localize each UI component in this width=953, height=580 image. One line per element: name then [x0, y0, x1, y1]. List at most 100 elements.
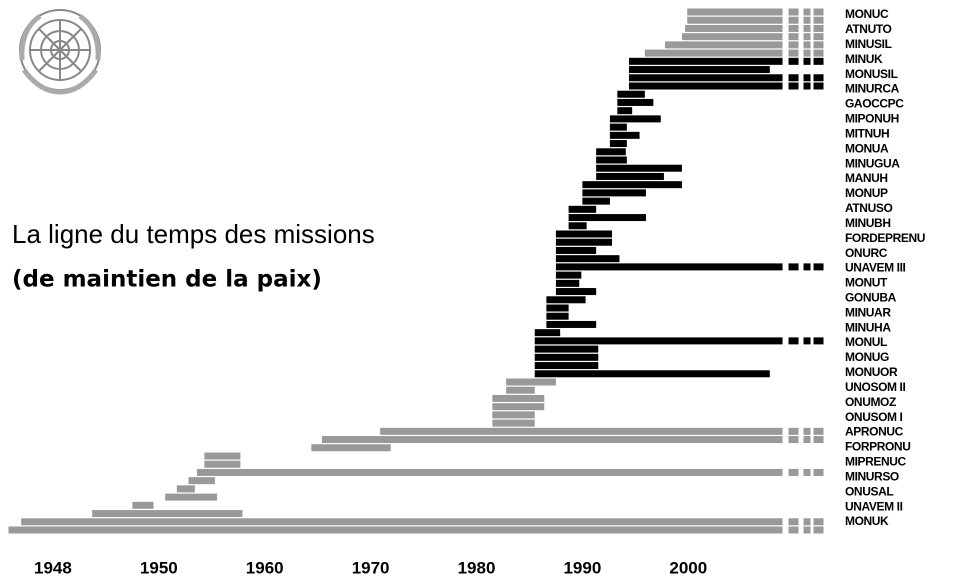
mission-label: ONUSAL: [845, 484, 893, 498]
bar: [380, 427, 783, 435]
bar: [555, 255, 620, 263]
ongoing-dash: [813, 24, 824, 32]
bar: [555, 246, 597, 254]
mission-label: MINUSIL: [845, 37, 892, 51]
bar: [596, 172, 664, 180]
ongoing-dash: [813, 16, 824, 24]
bar: [617, 107, 633, 115]
ongoing-dash: [788, 16, 799, 24]
ongoing-dash: [803, 526, 811, 534]
mission-label: MITNUH: [845, 126, 889, 140]
ongoing-dash: [788, 57, 799, 65]
ongoing-dash: [813, 436, 824, 444]
ongoing-dash: [788, 41, 799, 49]
bar: [311, 444, 391, 452]
ongoing-dash: [788, 74, 799, 82]
ongoing-dash: [803, 468, 811, 476]
bar: [687, 16, 783, 24]
ongoing-dash: [803, 436, 811, 444]
x-tick-label: 2000: [669, 558, 707, 577]
x-tick-label: 1948: [34, 558, 72, 577]
mission-label: APRONUC: [845, 425, 904, 439]
ongoing-dash: [813, 74, 824, 82]
ongoing-dash: [803, 74, 811, 82]
bar: [204, 460, 241, 468]
bar: [8, 526, 783, 534]
bar: [534, 345, 599, 353]
bar: [546, 304, 569, 312]
ongoing-dash: [788, 24, 799, 32]
x-tick-label: 1980: [458, 558, 496, 577]
mission-label: GONUBA: [845, 290, 897, 304]
bar: [546, 312, 569, 320]
ongoing-dash: [788, 526, 799, 534]
bar: [506, 378, 556, 386]
mission-label: FORPRONU: [845, 440, 910, 454]
bar: [628, 74, 783, 82]
mission-label: ONUSOM I: [845, 410, 903, 424]
mission-label: GAOCCPC: [845, 97, 904, 111]
mission-label: MIPONUH: [845, 112, 899, 126]
un-emblem: [19, 9, 101, 95]
ongoing-dash: [803, 427, 811, 435]
bar: [582, 189, 646, 197]
ongoing-dash: [813, 526, 824, 534]
ongoing-dash: [803, 263, 811, 271]
mission-label: ATNUTO: [845, 22, 892, 36]
ongoing-dash: [813, 33, 824, 41]
mission-label: MINUHA: [845, 320, 891, 334]
x-tick-label: 1960: [246, 558, 284, 577]
mission-label: ONURC: [845, 246, 888, 260]
bar: [132, 501, 154, 509]
ongoing-dash: [813, 57, 824, 65]
bar: [609, 115, 661, 123]
bar: [188, 477, 215, 485]
mission-label: FORDEPRENU: [845, 231, 925, 245]
bar: [534, 370, 770, 378]
mission-label: MONUP: [845, 186, 888, 200]
bar: [492, 403, 545, 411]
mission-label: MINURSO: [845, 469, 899, 483]
bar: [321, 436, 783, 444]
ongoing-dash: [803, 518, 811, 526]
bar: [582, 197, 610, 205]
mission-label: MINUK: [845, 52, 883, 66]
ongoing-dash: [803, 337, 811, 345]
bar: [534, 362, 599, 370]
bar: [628, 82, 783, 90]
bar: [568, 222, 587, 230]
x-tick-label: 1990: [563, 558, 601, 577]
bar: [555, 263, 783, 271]
ongoing-dash: [803, 57, 811, 65]
ongoing-dash: [813, 8, 824, 16]
bar: [644, 49, 783, 57]
bar: [21, 518, 783, 526]
ongoing-dash: [813, 468, 824, 476]
bar: [555, 230, 613, 238]
ongoing-dash: [813, 427, 824, 435]
bar: [204, 452, 241, 460]
bar: [555, 279, 580, 287]
bar: [534, 329, 561, 337]
bar: [568, 214, 646, 222]
ongoing-dash: [803, 82, 811, 90]
ongoing-dash: [788, 263, 799, 271]
ongoing-dash: [803, 24, 811, 32]
ongoing-dash: [803, 16, 811, 24]
mission-label: MINURCA: [845, 82, 900, 96]
bar: [492, 394, 545, 402]
bar: [609, 123, 627, 131]
bar: [555, 238, 613, 246]
ongoing-dash: [803, 49, 811, 57]
mission-label: ONUMOZ: [845, 395, 896, 409]
x-tick-label: 1970: [352, 558, 390, 577]
ongoing-dash: [788, 337, 799, 345]
mission-label: MONUK: [845, 514, 889, 528]
bar: [568, 205, 597, 213]
ongoing-dash: [788, 468, 799, 476]
bar: [617, 98, 654, 106]
bar: [582, 181, 682, 189]
mission-label: MINUGUA: [845, 156, 900, 170]
